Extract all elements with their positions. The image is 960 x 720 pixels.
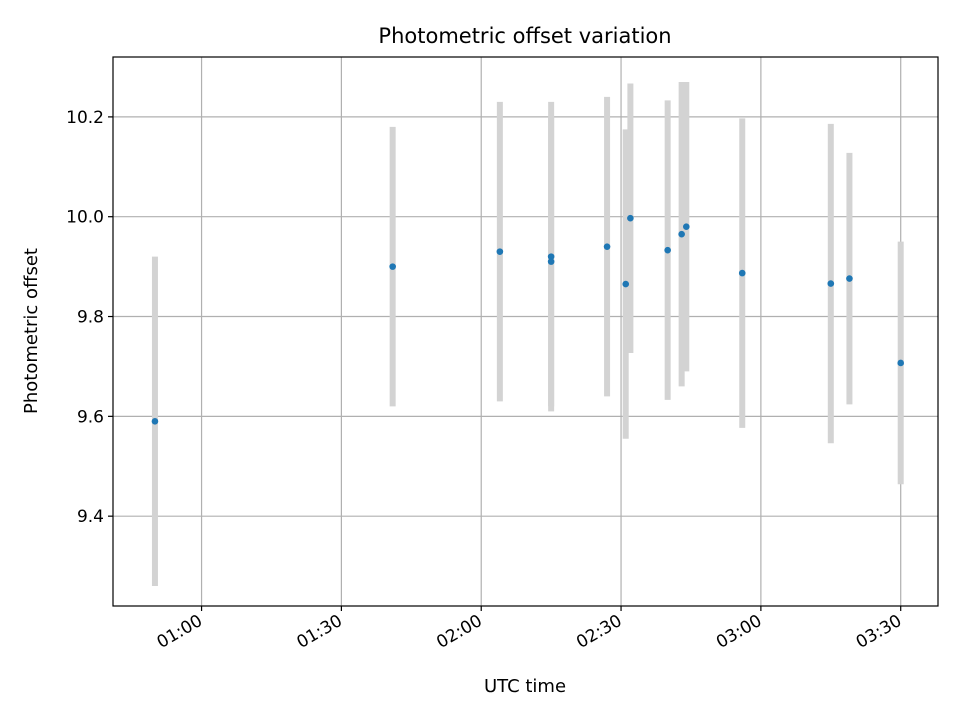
x-tick-label: 01:30 bbox=[293, 611, 345, 653]
data-point bbox=[627, 214, 634, 222]
y-tick-label: 9.6 bbox=[77, 407, 104, 427]
data-point bbox=[151, 418, 159, 425]
y-tick-label: 9.4 bbox=[77, 507, 104, 527]
y-tick-label: 10.2 bbox=[66, 108, 104, 128]
data-point bbox=[683, 223, 690, 230]
data-points bbox=[151, 214, 905, 425]
x-tick-label: 02:30 bbox=[573, 611, 625, 653]
grid bbox=[113, 57, 938, 606]
x-tick-label: 03:00 bbox=[713, 611, 765, 653]
errorbars bbox=[151, 81, 904, 587]
x-axis: 01:00 01:30 02:00 02:30 03:00 03:30 bbox=[154, 606, 905, 653]
data-point bbox=[547, 253, 555, 260]
chart-title: Photometric offset variation bbox=[378, 24, 671, 48]
data-point bbox=[897, 359, 905, 367]
data-point bbox=[622, 280, 630, 288]
y-tick-label: 9.8 bbox=[77, 308, 104, 328]
data-point bbox=[827, 280, 835, 287]
data-point bbox=[678, 230, 685, 238]
data-point bbox=[496, 248, 504, 255]
x-tick-label: 03:30 bbox=[853, 611, 905, 653]
data-point bbox=[547, 258, 555, 265]
y-axis: 9.4 9.6 9.8 10.0 10.2 bbox=[66, 108, 113, 527]
x-axis-title: UTC time bbox=[484, 676, 566, 697]
x-tick-label: 01:00 bbox=[154, 611, 206, 653]
x-tick-label: 02:00 bbox=[433, 611, 485, 653]
data-point bbox=[738, 269, 746, 277]
y-tick-label: 10.0 bbox=[66, 208, 104, 228]
plot-frame bbox=[112, 56, 939, 607]
data-point bbox=[603, 243, 611, 250]
data-point bbox=[846, 275, 853, 282]
y-axis-title: Photometric offset bbox=[21, 248, 42, 414]
data-point bbox=[664, 246, 671, 254]
data-point bbox=[389, 263, 396, 270]
